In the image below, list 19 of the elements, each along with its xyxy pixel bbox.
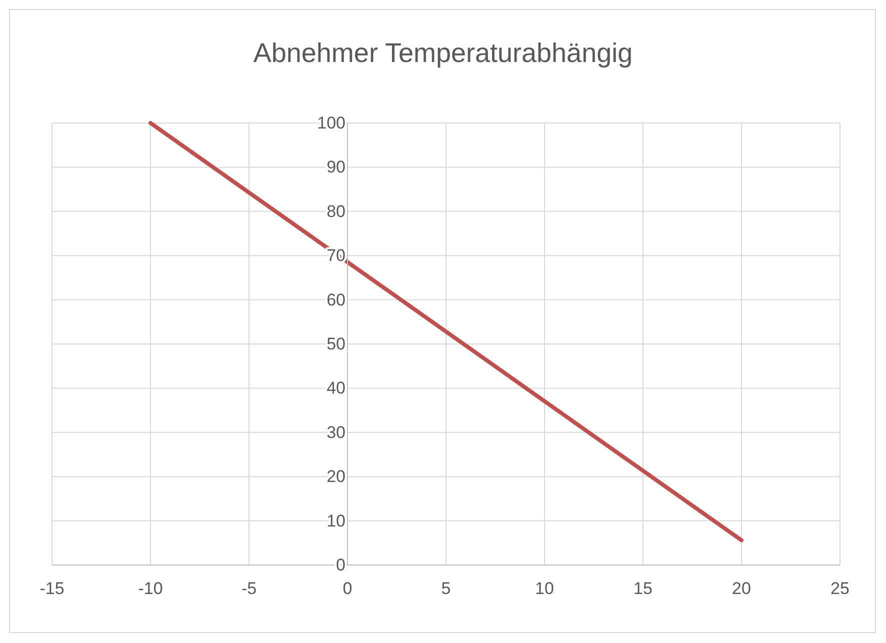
y-tick-label: 30 xyxy=(326,422,346,442)
y-tick-label: 90 xyxy=(326,158,346,177)
x-tick-label: 10 xyxy=(535,579,554,598)
y-tick-label: 20 xyxy=(326,467,346,486)
y-tick-label: 100 xyxy=(317,113,346,132)
y-tick-label: 60 xyxy=(326,290,346,310)
y-tick-label: 0 xyxy=(336,555,346,574)
x-tick-label: -15 xyxy=(40,579,64,598)
y-tick-label: 10 xyxy=(326,511,346,530)
x-tick-label: 20 xyxy=(732,579,751,598)
x-tick-label: 25 xyxy=(830,579,850,598)
x-tick-label: -10 xyxy=(138,579,163,598)
chart-title: Abnehmer Temperaturabhängig xyxy=(253,38,633,68)
y-tick-label: 50 xyxy=(326,334,346,354)
x-tick-label: 5 xyxy=(441,579,451,598)
x-tick-label: -5 xyxy=(241,579,257,598)
x-tick-label: 15 xyxy=(634,579,652,598)
y-tick-label: 40 xyxy=(326,378,346,398)
y-tick-label: 80 xyxy=(326,202,346,221)
